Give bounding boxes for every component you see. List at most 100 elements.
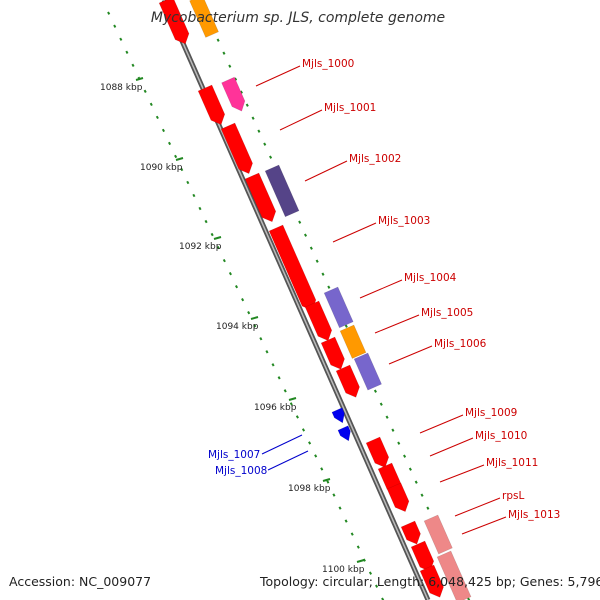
gene-label-mjls-1002[interactable]: Mjls_1002 xyxy=(349,153,401,165)
scale-tick-inner xyxy=(125,50,129,54)
label-leader-line xyxy=(454,497,501,517)
cds-feature[interactable] xyxy=(400,520,421,545)
gene-label-mjls-1006[interactable]: Mjls_1006 xyxy=(434,338,487,350)
scale-tick-inner xyxy=(362,558,366,562)
label-leader-line xyxy=(374,314,420,334)
scale-tick-inner xyxy=(204,219,208,224)
feature-mjls-1008[interactable] xyxy=(337,425,351,442)
scale-tick-outer xyxy=(414,480,418,484)
scale-tick-outer xyxy=(245,103,249,107)
scale-tick-outer xyxy=(216,38,220,42)
scale-tick-inner xyxy=(308,441,312,445)
cds-feature[interactable] xyxy=(419,564,444,598)
cds-feature[interactable] xyxy=(320,336,345,370)
scale-tick-inner xyxy=(320,467,324,471)
scale-tick-inner xyxy=(375,584,379,588)
scale-tick-inner xyxy=(259,337,263,341)
scale-tick-inner xyxy=(216,245,220,250)
scale-label-1096: 1096 kbp xyxy=(254,403,297,413)
feature-mjls-1007[interactable] xyxy=(331,407,345,424)
scale-tick-inner xyxy=(247,311,251,315)
feature-mjls-1000[interactable] xyxy=(221,76,246,112)
gene-label-mjls-1011[interactable]: Mjls_1011 xyxy=(486,457,538,469)
label-leader-line xyxy=(359,279,403,299)
scale-tick-inner xyxy=(234,284,239,289)
cds-feature[interactable] xyxy=(386,482,410,513)
scale-label-1092: 1092 kbp xyxy=(179,242,222,252)
scale-tick-outer xyxy=(426,506,430,510)
cds-feature[interactable] xyxy=(365,436,390,468)
scale-tick-outer xyxy=(391,428,395,432)
feature-mjls-1002[interactable] xyxy=(264,164,300,218)
feature-mjls-1005[interactable] xyxy=(339,324,367,359)
scale-tick-outer xyxy=(467,597,471,600)
scale-tick-inner xyxy=(301,428,306,432)
scale-label-1098: 1098 kbp xyxy=(288,484,331,494)
scale-tick-outer xyxy=(403,454,407,458)
gene-label-mjls-1009[interactable]: Mjls_1009 xyxy=(465,407,517,419)
gene-label-mjls-1003[interactable]: Mjls_1003 xyxy=(378,215,430,227)
feature-mjls-1013[interactable] xyxy=(423,514,453,555)
gene-label-rpsl[interactable]: rpsL xyxy=(502,490,524,502)
genome-summary-text: Topology: circular; Length: 6,048,425 bp… xyxy=(260,574,600,589)
feature-mjls-0999[interactable] xyxy=(189,0,219,38)
scale-tick-major xyxy=(322,478,331,482)
label-leader-line xyxy=(461,516,507,535)
scale-tick-inner xyxy=(192,193,196,198)
label-leader-line xyxy=(419,414,464,434)
scale-tick-inner xyxy=(143,89,147,94)
scale-label-1094: 1094 kbp xyxy=(216,322,259,332)
gene-label-mjls-1001[interactable]: Mjls_1001 xyxy=(324,102,376,114)
label-leader-line xyxy=(304,160,348,182)
scale-tick-inner xyxy=(381,597,385,600)
scale-tick-outer xyxy=(344,324,348,328)
gene-label-mjls-1008[interactable]: Mjls_1008 xyxy=(215,465,267,477)
feature-mjls-1014[interactable] xyxy=(436,550,472,600)
scale-tick-outer xyxy=(251,116,255,120)
scale-tick-inner xyxy=(253,324,257,328)
scale-tick-inner xyxy=(283,389,287,393)
gene-label-mjls-1007[interactable]: Mjls_1007 xyxy=(208,449,260,461)
feature-mjls-1006[interactable] xyxy=(353,352,382,391)
scale-tick-outer xyxy=(408,467,412,471)
scale-tick-outer xyxy=(234,77,238,81)
scale-tick-inner xyxy=(119,37,123,41)
cds-feature[interactable] xyxy=(335,364,360,398)
scale-tick-inner xyxy=(161,128,165,133)
scale-tick-outer xyxy=(373,389,377,393)
gene-features xyxy=(158,0,472,600)
gene-label-mjls-1004[interactable]: Mjls_1004 xyxy=(404,272,457,284)
map-title: Mycobacterium sp. JLS, complete genome xyxy=(151,10,445,26)
scale-tick-inner xyxy=(241,298,245,302)
gene-label-mjls-1000[interactable]: Mjls_1000 xyxy=(302,58,354,70)
scale-tick-inner xyxy=(314,454,318,458)
cds-feature[interactable] xyxy=(220,122,253,174)
scale-tick-outer xyxy=(385,415,389,419)
scale-label-1090: 1090 kbp xyxy=(140,163,183,173)
scale-tick-inner xyxy=(271,363,275,367)
scale-tick-major xyxy=(356,559,365,563)
label-leader-line xyxy=(439,464,485,483)
gene-label-mjls-1013[interactable]: Mjls_1013 xyxy=(508,509,560,521)
cds-feature[interactable] xyxy=(197,84,226,126)
scale-tick-inner xyxy=(338,506,342,510)
scale-tick-inner xyxy=(198,206,202,211)
scale-tick-inner xyxy=(295,415,299,419)
cds-feature[interactable] xyxy=(304,300,333,342)
scale-tick-inner xyxy=(356,545,360,549)
scale-tick-outer xyxy=(303,233,308,237)
cds-feature[interactable] xyxy=(244,172,277,223)
gene-label-mjls-1005[interactable]: Mjls_1005 xyxy=(421,307,473,319)
scale-tick-major xyxy=(135,77,144,81)
scale-tick-outer xyxy=(315,259,319,263)
feature-mjls-1004[interactable] xyxy=(323,286,354,329)
scale-label-1100: 1100 kbp xyxy=(322,565,365,575)
cds-feature[interactable] xyxy=(158,0,190,45)
scale-label-1088: 1088 kbp xyxy=(100,83,143,93)
scale-tick-inner xyxy=(265,350,269,354)
gene-label-mjls-1010[interactable]: Mjls_1010 xyxy=(475,430,527,442)
scale-tick-inner xyxy=(107,11,111,15)
label-leader-line xyxy=(332,222,377,243)
scale-tick-outer xyxy=(420,493,424,497)
